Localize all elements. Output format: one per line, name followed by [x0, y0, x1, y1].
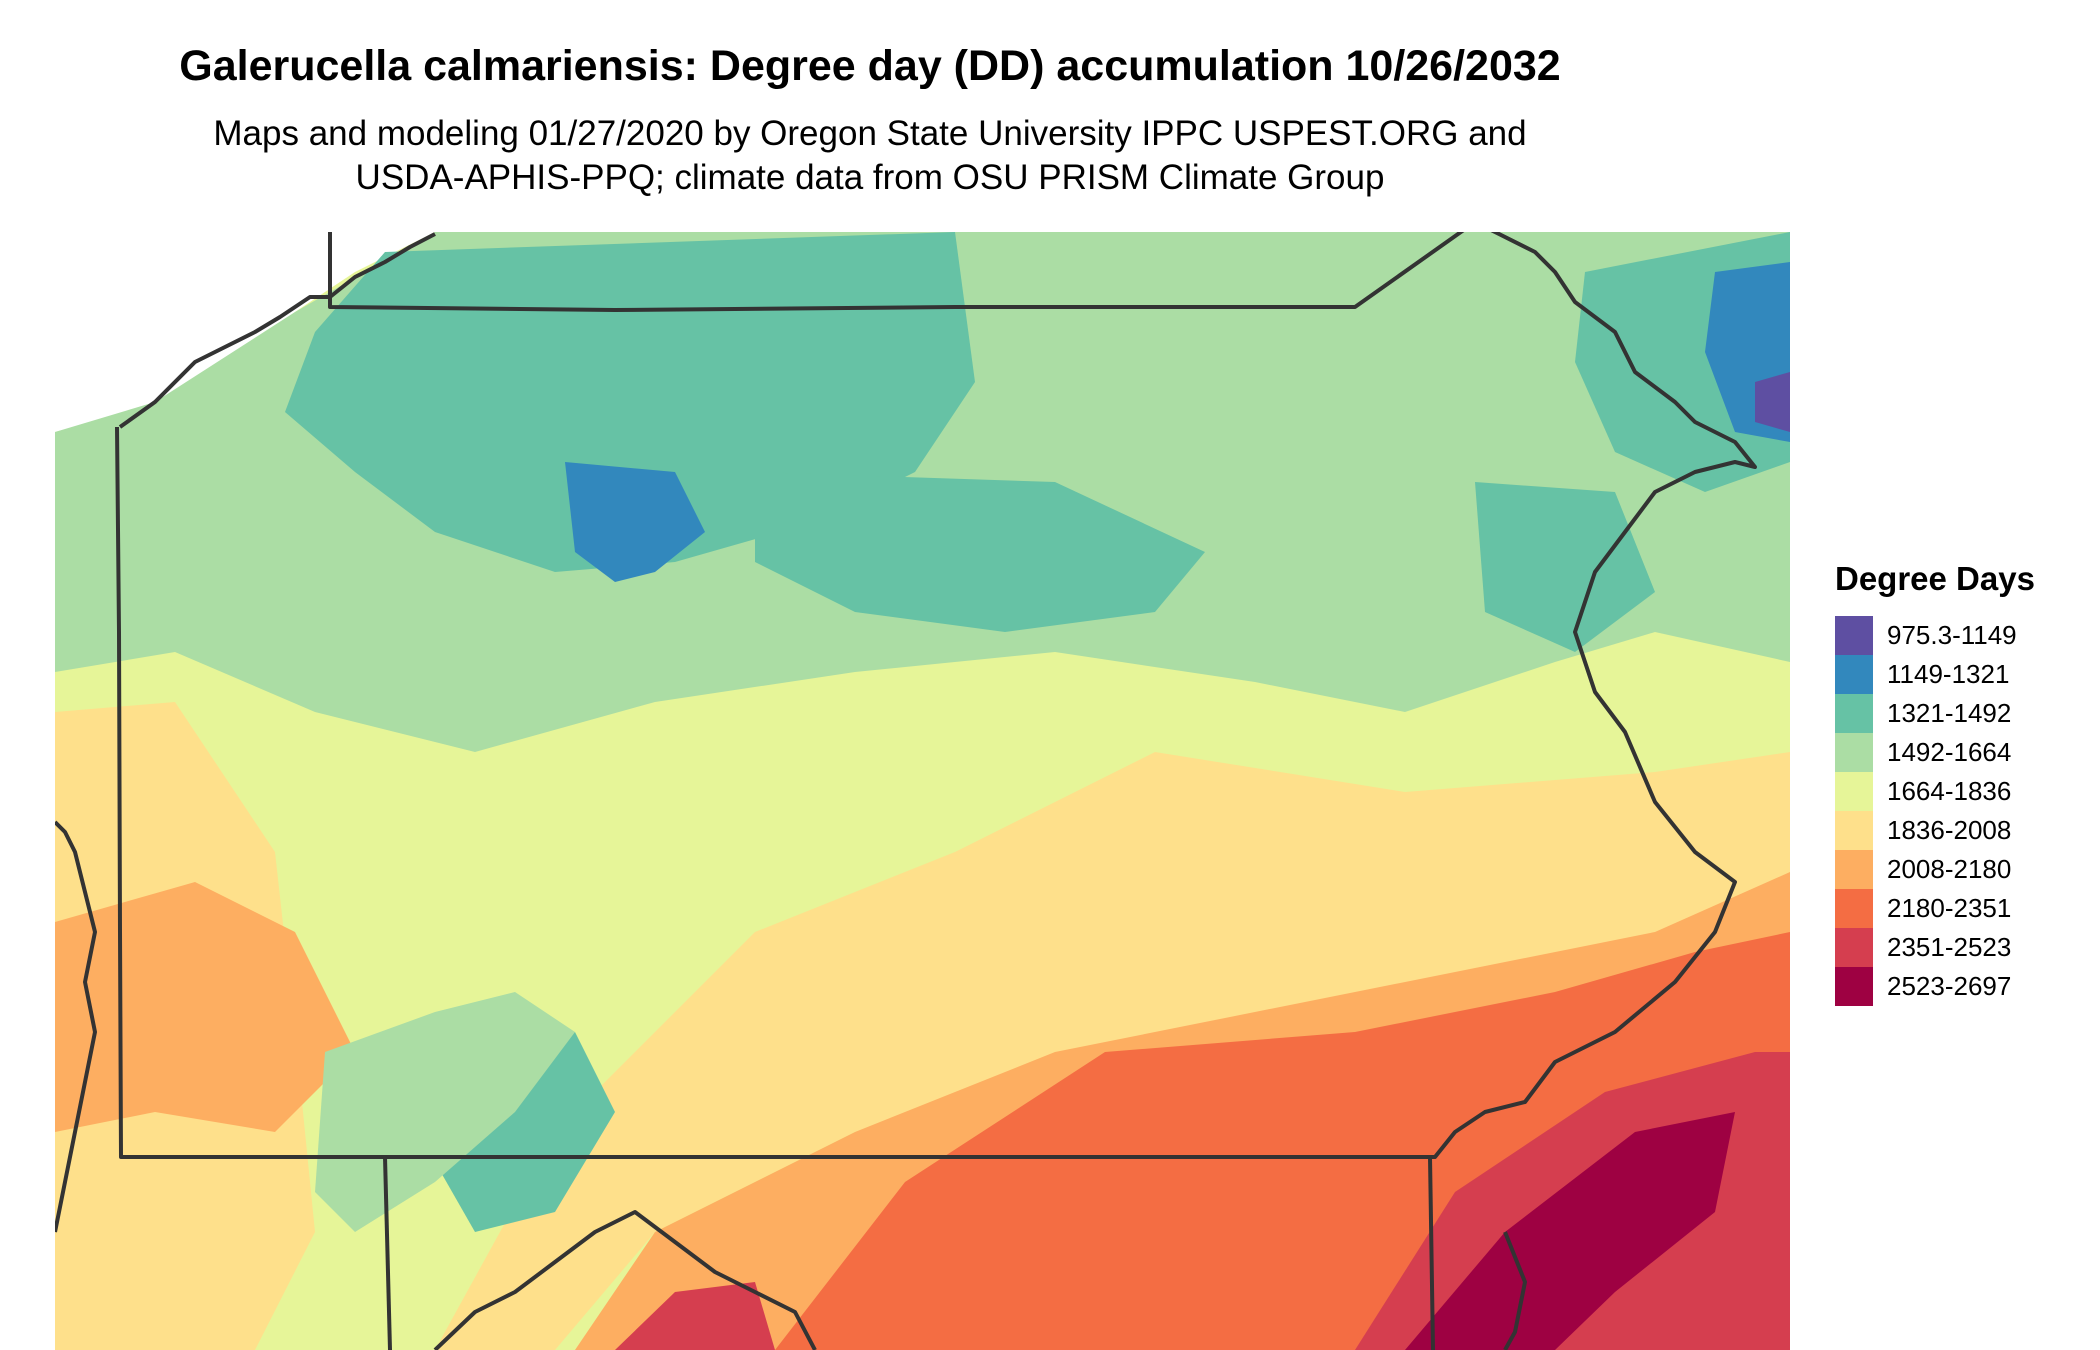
- legend-label: 1492-1664: [1887, 737, 2012, 767]
- state-boundary-ohio-east: [55, 820, 97, 1233]
- legend-items: 975.3-1149 1149-1321 1321-1492 1492-1664…: [1835, 616, 2085, 1006]
- zone-1321-1492-sw: [435, 1032, 615, 1232]
- legend-swatch: [1835, 733, 1873, 772]
- subtitle-line-1: Maps and modeling 01/27/2020 by Oregon S…: [213, 114, 1527, 153]
- map-title: Galerucella calmariensis: Degree day (DD…: [179, 42, 1561, 90]
- legend-swatch: [1835, 772, 1873, 811]
- legend-swatch: [1835, 811, 1873, 850]
- state-boundary-south-sw: [383, 1156, 392, 1350]
- state-boundary-south-se: [1428, 1156, 1435, 1350]
- state-boundaries: [55, 232, 1757, 1350]
- legend-item: 1836-2008: [1835, 811, 2085, 850]
- zone-975-1149-ne: [1755, 372, 1790, 432]
- legend-item: 975.3-1149: [1835, 616, 2085, 655]
- legend-item: 1664-1836: [1835, 772, 2085, 811]
- legend-title: Degree Days: [1835, 560, 2035, 597]
- legend-item: 1492-1664: [1835, 733, 2085, 772]
- zone-1321-1492-center: [755, 472, 1205, 632]
- legend-label: 1836-2008: [1887, 815, 2012, 845]
- legend-swatch: [1835, 616, 1873, 655]
- degree-day-map: [55, 232, 1790, 1350]
- legend-label: 2523-2697: [1887, 971, 2012, 1001]
- lake-area: [55, 232, 435, 432]
- legend-swatch: [1835, 967, 1873, 1006]
- legend-label: 1149-1321: [1887, 659, 2010, 689]
- state-boundary-pennsylvania: [118, 232, 436, 429]
- legend-item: 1321-1492: [1835, 694, 2085, 733]
- legend-label: 2008-2180: [1887, 854, 2012, 884]
- legend-label: 1664-1836: [1887, 776, 2012, 806]
- subtitle-line-2: USDA-APHIS-PPQ; climate data from OSU PR…: [355, 158, 1385, 197]
- legend-swatch: [1835, 655, 1873, 694]
- legend-label: 2351-2523: [1887, 932, 2012, 962]
- raster-layer: [55, 232, 1790, 1350]
- zone-2008-2180-west: [55, 882, 355, 1132]
- legend-label: 975.3-1149: [1887, 620, 2017, 650]
- state-boundary-pa-west: [115, 232, 1757, 1159]
- zone-1149-1321-west: [565, 462, 705, 582]
- legend-swatch: [1835, 694, 1873, 733]
- legend-item: 1149-1321: [1835, 655, 2085, 694]
- legend-swatch: [1835, 850, 1873, 889]
- legend-swatch: [1835, 928, 1873, 967]
- zone-1492-1664-sw: [315, 992, 575, 1232]
- legend: Degree Days 975.3-1149 1149-1321 1321-14…: [1835, 560, 2085, 1006]
- map-subtitle: Maps and modeling 01/27/2020 by Oregon S…: [0, 112, 1740, 200]
- legend-item: 2523-2697: [1835, 967, 2085, 1006]
- state-boundary-maryland: [433, 1210, 817, 1350]
- legend-label: 1321-1492: [1887, 698, 2012, 728]
- legend-swatch: [1835, 889, 1873, 928]
- zone-2523-2697-se: [1405, 1112, 1735, 1350]
- state-boundary-delaware: [1503, 1231, 1527, 1350]
- legend-item: 2180-2351: [1835, 889, 2085, 928]
- legend-label: 2180-2351: [1887, 893, 2012, 923]
- zone-1321-1492-east: [1475, 482, 1655, 652]
- legend-item: 2008-2180: [1835, 850, 2085, 889]
- zone-2351-2523-south: [615, 1282, 775, 1350]
- legend-item: 2351-2523: [1835, 928, 2085, 967]
